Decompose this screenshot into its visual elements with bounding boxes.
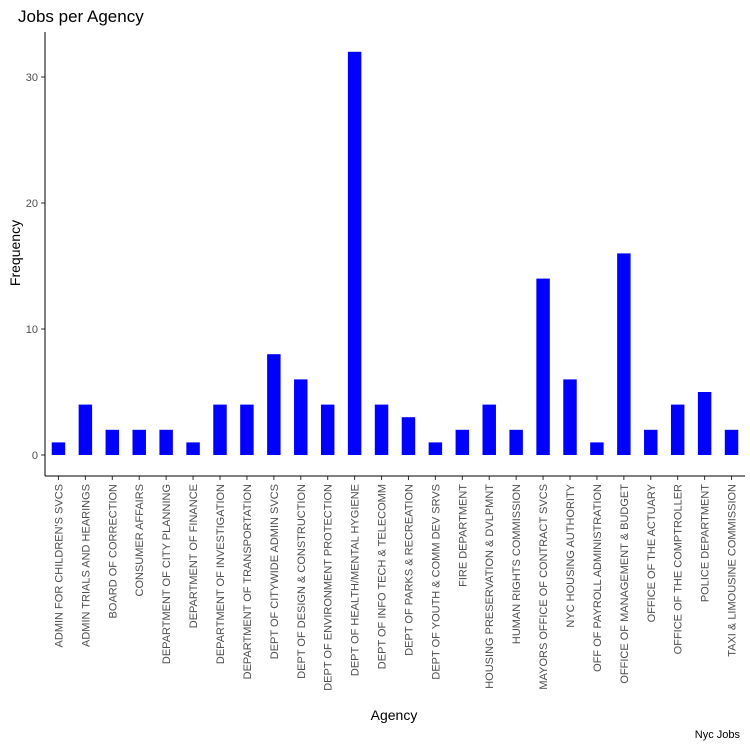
bar	[617, 253, 631, 455]
x-tick-label: DEPT OF PARKS & RECREATION	[403, 484, 415, 656]
bar	[724, 429, 739, 455]
bar	[213, 404, 227, 455]
bar	[374, 404, 389, 455]
bar	[482, 404, 496, 455]
x-tick-label: DEPT OF INFO TECH & TELECOMM	[377, 484, 389, 669]
y-axis-title: Frequency	[7, 220, 23, 286]
bar	[455, 429, 470, 455]
x-tick-label: DEPT OF YOUTH & COMM DEV SRVS	[430, 484, 442, 680]
x-axis-ticks: ADMIN FOR CHILDREN'S SVCS ADMIN TRIALS AN…	[53, 476, 739, 691]
bar	[132, 429, 146, 455]
x-tick-label: POLICE DEPARTMENT	[700, 484, 712, 602]
bar	[320, 404, 335, 455]
bar	[563, 379, 577, 455]
bar	[186, 442, 200, 455]
x-tick-label: OFF OF PAYROLL ADMINISTRATION	[592, 484, 604, 672]
chart-caption: Nyc Jobs	[695, 729, 741, 741]
bar	[105, 429, 120, 455]
y-tick-label: 20	[26, 198, 38, 210]
bar	[670, 404, 685, 455]
y-tick-label: 10	[26, 324, 38, 336]
bar	[428, 442, 443, 455]
x-tick-label: MAYORS OFFICE OF CONTRACT SVCS	[538, 484, 550, 690]
x-tick-label: DEPARTMENT OF FINANCE	[188, 484, 200, 628]
x-tick-label: OFFICE OF THE ACTUARY	[646, 483, 658, 622]
x-tick-label: HUMAN RIGHTS COMMISSION	[511, 484, 523, 644]
bar	[509, 429, 523, 455]
bars-group	[51, 51, 739, 456]
x-tick-label: FIRE DEPARTMENT	[457, 484, 469, 587]
bar	[51, 442, 66, 455]
bar	[401, 417, 416, 455]
bar	[240, 404, 254, 455]
chart-title: Jobs per Agency	[18, 7, 144, 26]
x-tick-label: HOUSING PRESERVATION & DVLPMNT	[484, 484, 496, 689]
x-tick-label: DEPT OF ENVIRONMENT PROTECTION	[323, 484, 335, 691]
y-tick-label: 30	[26, 72, 38, 84]
bar	[590, 442, 604, 455]
bar	[267, 354, 281, 455]
x-tick-label: DEPT OF CITYWIDE ADMIN SVCS	[269, 484, 281, 659]
x-tick-label: DEPARTMENT OF CITY PLANNING	[161, 484, 173, 664]
x-tick-label: DEPARTMENT OF TRANSPORTATION	[242, 484, 254, 679]
x-tick-label: OFFICE OF MANAGEMENT & BUDGET	[619, 484, 631, 684]
x-tick-label: DEPARTMENT OF INVESTIGATION	[215, 484, 227, 664]
bar	[347, 51, 362, 456]
x-tick-label: DEPT OF HEALTH/MENTAL HYGIENE	[350, 484, 362, 676]
x-tick-label: NYC HOUSING AUTHORITY	[565, 483, 577, 627]
x-tick-label: OFFICE OF THE COMPTROLLER	[673, 484, 685, 654]
x-tick-label: ADMIN TRIALS AND HEARINGS	[80, 484, 92, 647]
x-tick-label: BOARD OF CORRECTION	[107, 484, 119, 619]
x-tick-label: DEPT OF DESIGN & CONSTRUCTION	[296, 484, 308, 679]
bar	[644, 429, 658, 455]
y-axis-ticks: 0 10 20 30	[26, 72, 45, 462]
bar	[159, 429, 173, 455]
x-tick-label: CONSUMER AFFAIRS	[134, 484, 146, 596]
bar	[78, 404, 93, 455]
x-tick-label: ADMIN FOR CHILDREN'S SVCS	[53, 484, 65, 647]
x-tick-label: TAXI & LIMOUSINE COMMISSION	[727, 484, 739, 657]
bar	[536, 278, 550, 455]
bar	[697, 392, 712, 455]
x-axis-title: Agency	[371, 707, 418, 723]
y-tick-label: 0	[32, 450, 38, 462]
bar	[294, 379, 308, 455]
